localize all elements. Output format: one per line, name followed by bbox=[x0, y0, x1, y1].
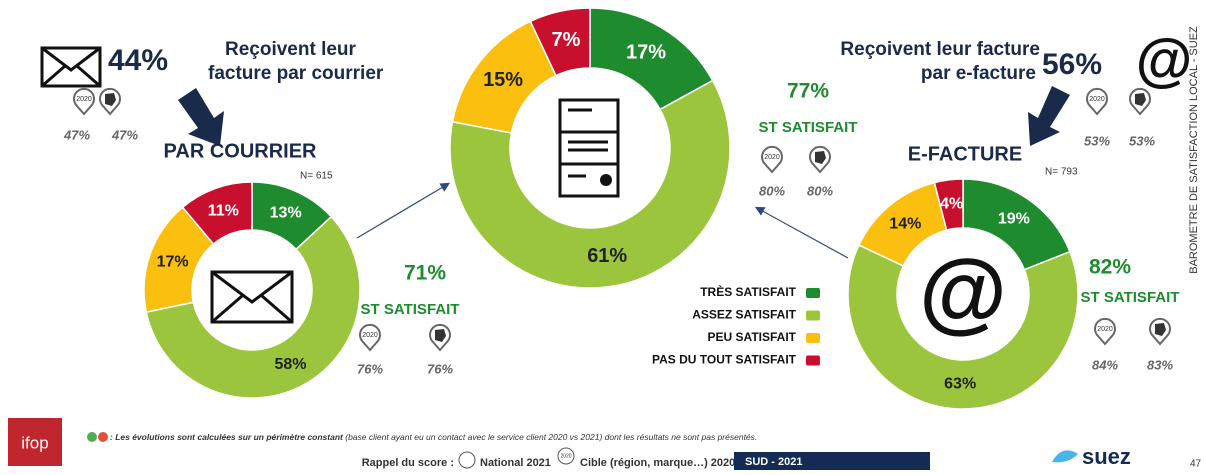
comparison: 76% bbox=[427, 361, 453, 376]
pin-year: 2020 bbox=[1089, 96, 1105, 103]
pin-year: 2020 bbox=[362, 332, 378, 339]
note-lead: : Les évolutions sont calculées sur un p… bbox=[110, 432, 344, 442]
national: National 2021 bbox=[480, 457, 551, 469]
share: 44% bbox=[108, 44, 168, 77]
legend-label: PAS DU TOUT SATISFAIT bbox=[652, 353, 797, 367]
comparison: 53% bbox=[1084, 133, 1110, 148]
headline: par e-facture bbox=[921, 63, 1036, 84]
national-pin bbox=[458, 451, 476, 469]
legend-swatch bbox=[806, 333, 820, 343]
comparison: 47% bbox=[63, 127, 90, 142]
satisfied: 71% bbox=[404, 262, 446, 285]
legend-swatch bbox=[806, 310, 820, 321]
pin bbox=[359, 323, 381, 352]
document-icon bbox=[558, 98, 620, 198]
national-icon bbox=[1155, 323, 1166, 336]
chart-title: E-FACTURE bbox=[908, 143, 1022, 165]
chart-title: PAR COURRIER bbox=[164, 140, 318, 162]
national-icon bbox=[105, 93, 116, 106]
comparison: 84% bbox=[1092, 357, 1118, 372]
pin bbox=[1086, 87, 1108, 116]
region-band bbox=[734, 452, 930, 470]
pin bbox=[761, 145, 783, 174]
value-label: 58% bbox=[274, 356, 306, 373]
comparison: 83% bbox=[1147, 357, 1173, 372]
donut-segment bbox=[145, 215, 361, 399]
pin bbox=[1094, 317, 1116, 346]
value-label: 15% bbox=[483, 69, 523, 91]
drop-icon bbox=[600, 174, 612, 186]
national-icon bbox=[1135, 93, 1146, 106]
value-label: 61% bbox=[587, 245, 627, 267]
ifop-text: ifop bbox=[21, 433, 48, 452]
comparison: 76% bbox=[357, 361, 383, 376]
donut-segment bbox=[933, 178, 964, 231]
value-label: 17% bbox=[157, 254, 189, 271]
value-label: 7% bbox=[552, 29, 581, 51]
value-label: 11% bbox=[208, 202, 239, 219]
national-icon bbox=[435, 329, 446, 342]
comparison: 80% bbox=[807, 183, 833, 198]
value-label: 14% bbox=[889, 215, 921, 232]
legend-swatch bbox=[806, 355, 820, 366]
satisfied-label: ST SATISFAIT bbox=[361, 301, 460, 318]
pin-year: 2020 bbox=[1097, 326, 1113, 333]
down-icon bbox=[98, 432, 108, 442]
satisfied: 77% bbox=[787, 80, 829, 103]
headline: Reçoivent leur bbox=[225, 39, 357, 60]
region: SUD - 2021 bbox=[745, 456, 802, 468]
value-label: 4% bbox=[940, 195, 963, 212]
pin-year: 2020 bbox=[764, 154, 780, 161]
satisfied-label: ST SATISFAIT bbox=[759, 119, 858, 136]
legend-label: ASSEZ SATISFAIT bbox=[692, 308, 796, 322]
comparison: 47% bbox=[111, 127, 138, 142]
brand: suez bbox=[1082, 444, 1131, 469]
n-label: N= 615 bbox=[300, 171, 333, 182]
envelope-icon bbox=[40, 46, 102, 88]
value-label: 13% bbox=[270, 204, 302, 221]
donut-segment bbox=[847, 244, 1079, 410]
donut-segment bbox=[449, 79, 731, 289]
satisfied: 82% bbox=[1089, 256, 1131, 279]
up-icon bbox=[87, 432, 97, 442]
connector bbox=[754, 206, 849, 259]
comparison: 80% bbox=[759, 183, 785, 198]
note: : Les évolutions sont calculées sur un p… bbox=[110, 432, 757, 442]
satisfied-label: ST SATISFAIT bbox=[1081, 289, 1180, 306]
value-label: 19% bbox=[998, 210, 1030, 227]
pin-year: 2020 bbox=[76, 96, 92, 103]
pin bbox=[73, 87, 95, 116]
legend-swatch bbox=[806, 288, 820, 298]
legend-label: TRÈS SATISFAIT bbox=[700, 284, 796, 299]
ifop-logo bbox=[8, 418, 62, 466]
pin-year: 2020 bbox=[560, 453, 571, 459]
headline: facture par courrier bbox=[208, 63, 384, 84]
target: Cible (région, marque…) 2020 bbox=[580, 457, 735, 469]
at-icon: @ bbox=[919, 242, 1007, 342]
at-icon: @ bbox=[1136, 27, 1193, 92]
comparison: 53% bbox=[1129, 133, 1155, 148]
arrow bbox=[1028, 86, 1070, 146]
year-pin bbox=[557, 447, 575, 465]
value-label: 17% bbox=[626, 42, 666, 64]
arrow bbox=[178, 88, 224, 146]
connector bbox=[356, 182, 451, 239]
donut-segment bbox=[529, 7, 591, 77]
value-label: 63% bbox=[944, 376, 976, 393]
note-rest: (base client ayant eu un contact avec le… bbox=[345, 432, 757, 442]
side-title: BAROMETRE DE SATISFACTION LOCAL - SUEZ bbox=[1188, 26, 1200, 274]
legend-label: PEU SATISFAIT bbox=[708, 330, 797, 344]
headline: Reçoivent leur facture bbox=[840, 39, 1040, 60]
n-label: N= 793 bbox=[1045, 167, 1078, 178]
envelope-icon bbox=[210, 270, 294, 324]
national-icon bbox=[815, 151, 826, 164]
page-number: 47 bbox=[1190, 459, 1202, 470]
suez-logo bbox=[1052, 450, 1078, 463]
share: 56% bbox=[1042, 48, 1102, 81]
donut-segment bbox=[181, 181, 253, 246]
recall: Rappel du score : bbox=[362, 457, 454, 469]
